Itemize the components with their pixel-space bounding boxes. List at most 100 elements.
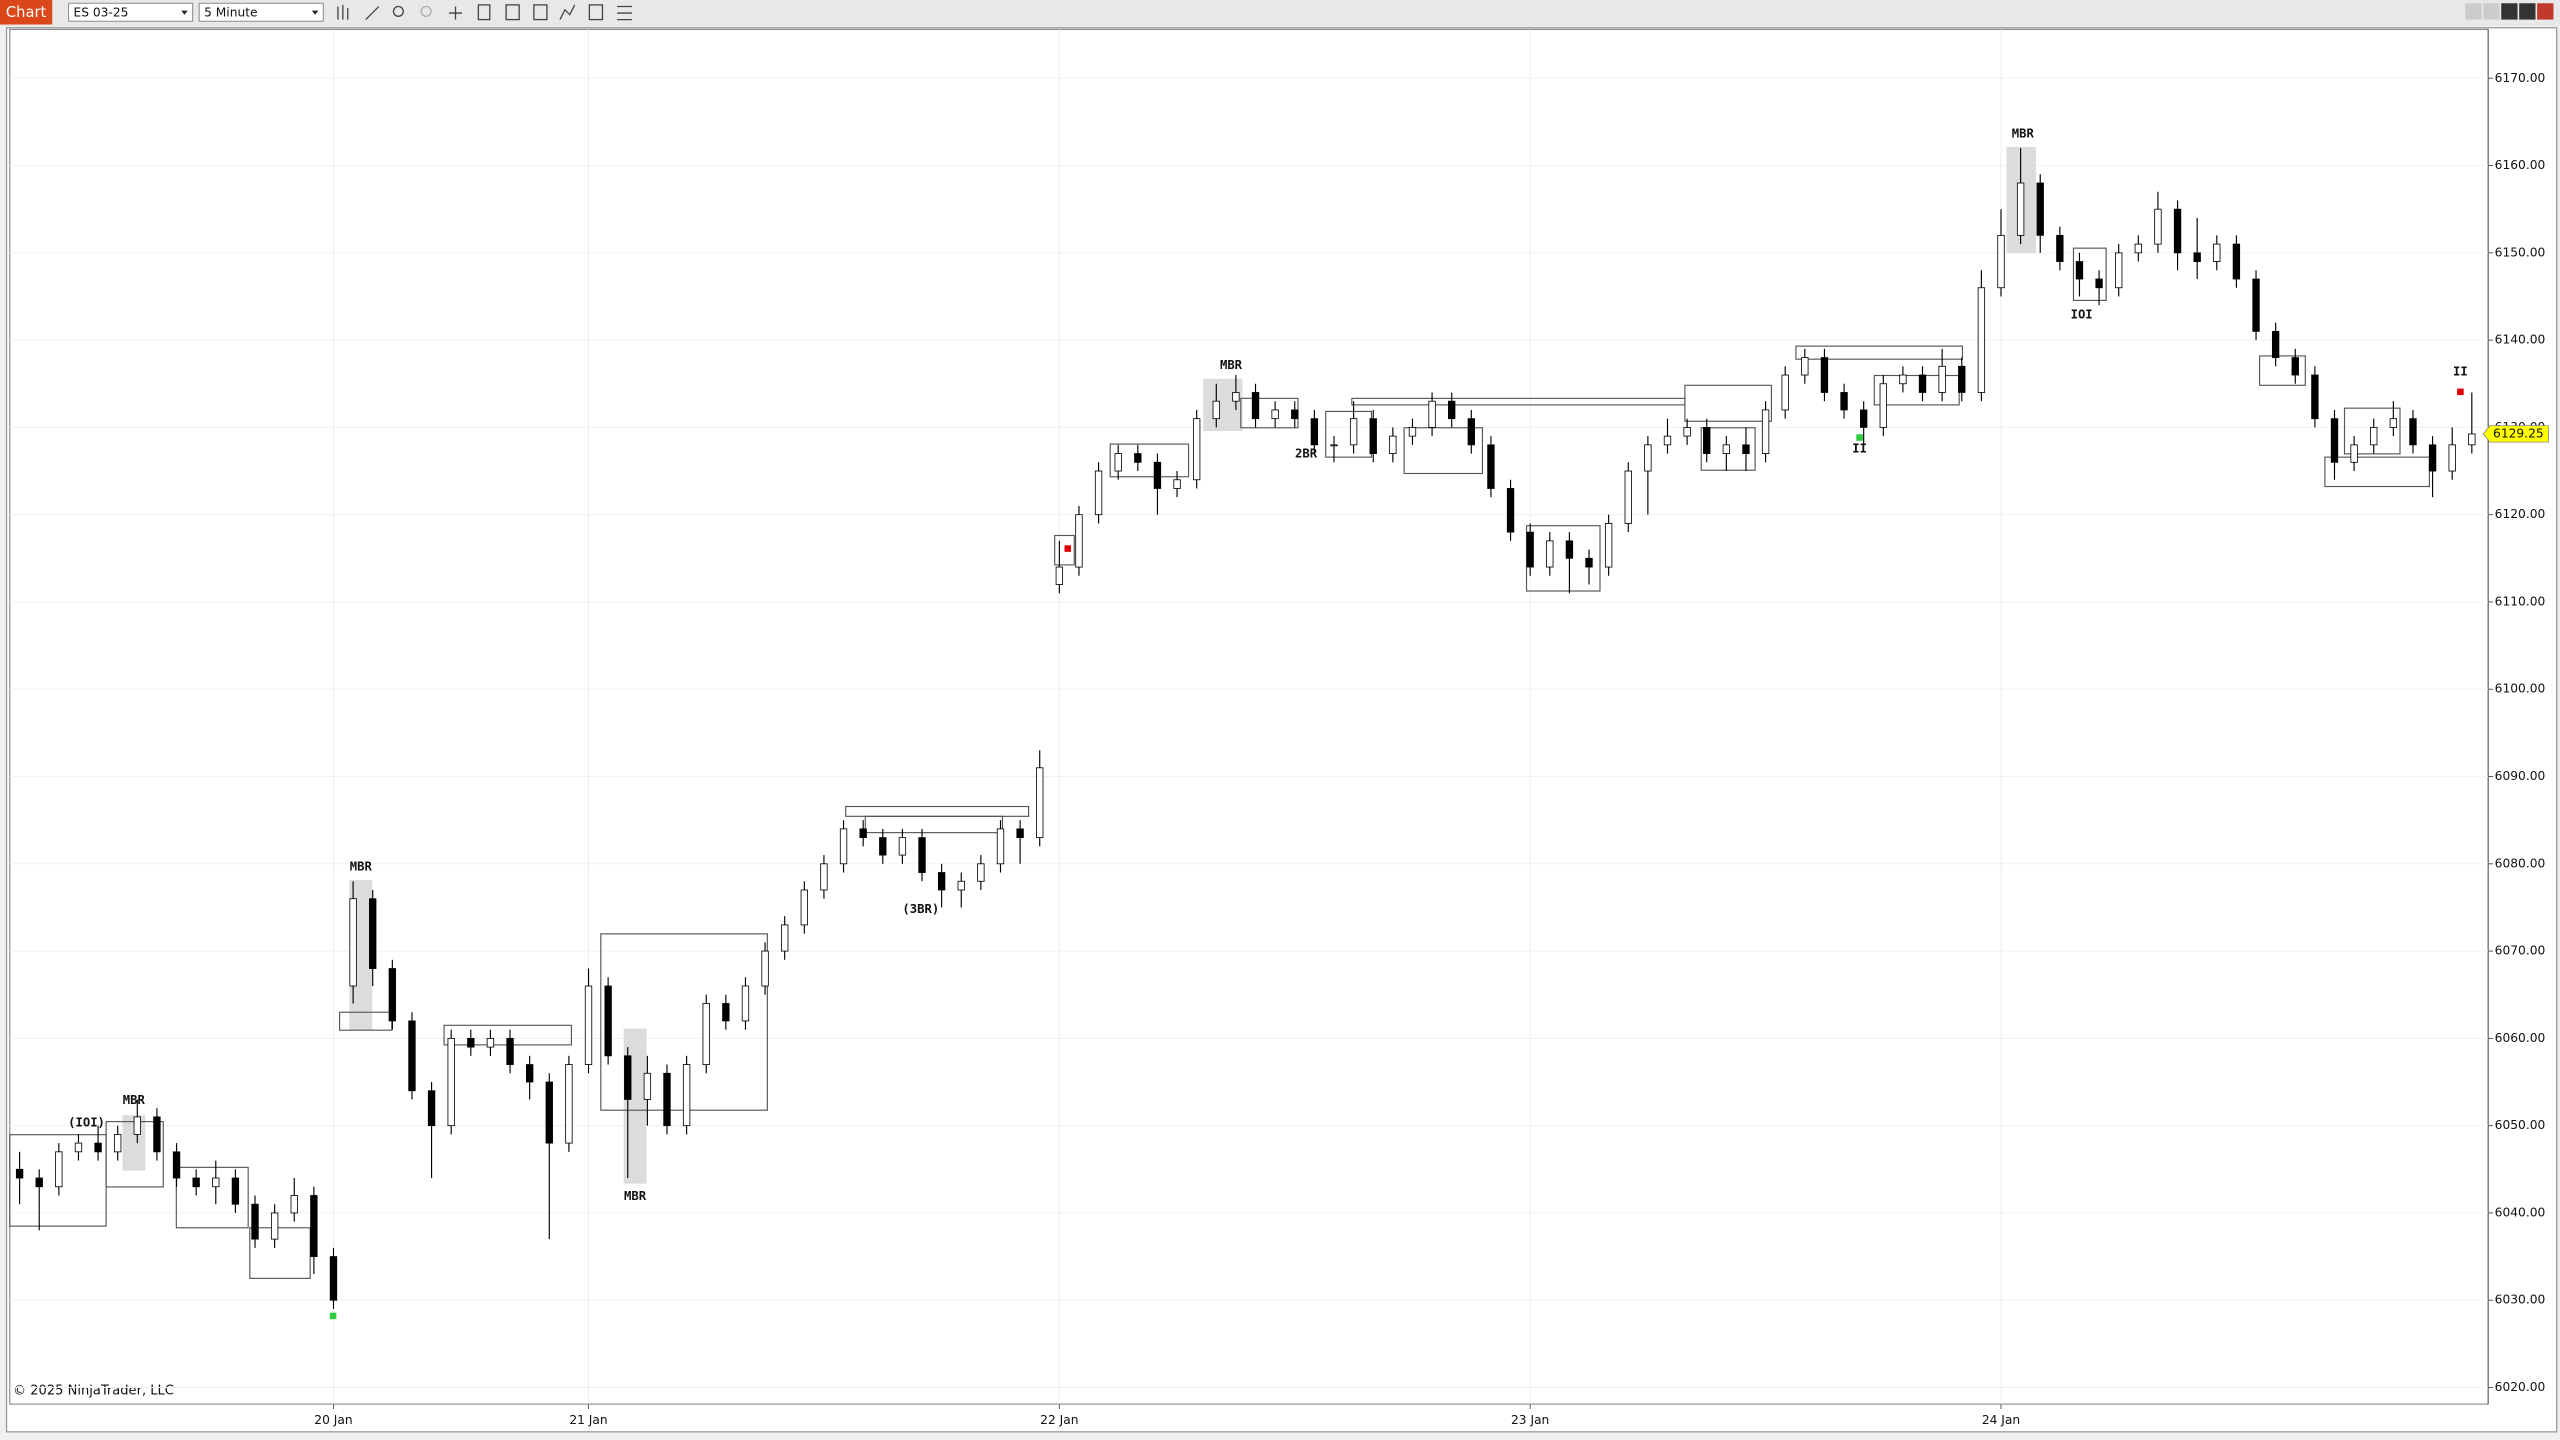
candle-body — [506, 1037, 514, 1065]
candle-body — [1801, 357, 1809, 376]
candle-body — [1094, 470, 1103, 516]
candle-body — [1703, 426, 1711, 454]
pattern-shade — [1203, 378, 1243, 432]
candle-body — [1212, 400, 1220, 420]
candle-body — [1192, 418, 1201, 481]
candle-body — [2291, 357, 2299, 376]
candle-body — [1232, 392, 1240, 402]
candle-body — [1742, 444, 1750, 454]
candle-body — [957, 880, 965, 891]
candle-body — [2448, 444, 2456, 472]
zoom-out-icon[interactable] — [420, 5, 432, 17]
candle-body — [1251, 392, 1260, 420]
candle-body — [1585, 557, 1593, 568]
zoom-in-icon[interactable] — [392, 5, 404, 17]
candle-body — [781, 924, 789, 952]
candle-body — [94, 1142, 102, 1153]
candle-body — [643, 1072, 652, 1100]
candle-body — [1349, 418, 1358, 446]
candle-body — [212, 1177, 220, 1188]
candle-body — [2428, 444, 2437, 472]
range-box — [2343, 407, 2401, 455]
window-button[interactable] — [2465, 3, 2482, 20]
range-box — [864, 815, 1004, 834]
candle-body — [1977, 287, 1986, 393]
window-button[interactable] — [2483, 3, 2500, 20]
y-tick-label: 6170.00 — [2495, 71, 2546, 85]
maximize-button[interactable] — [2519, 3, 2536, 20]
instrument-label[interactable]: ES 03-25 — [73, 6, 128, 20]
draw-icon[interactable] — [365, 6, 380, 21]
candle-body — [1918, 374, 1927, 393]
candle-body — [251, 1203, 259, 1240]
candle-body — [15, 1168, 24, 1179]
crosshair-icon[interactable] — [448, 6, 463, 20]
range-box — [2072, 247, 2107, 301]
annotation: MBR — [1220, 358, 1243, 372]
y-tick-label: 6020.00 — [2495, 1380, 2546, 1394]
candle-body — [565, 1064, 573, 1144]
chart-button-label[interactable]: Chart — [6, 4, 47, 21]
candle-body — [839, 828, 848, 865]
chart-button[interactable] — [0, 0, 53, 25]
minimize-button[interactable] — [2501, 3, 2518, 20]
indicators-icon[interactable] — [559, 4, 576, 20]
x-tick-label: 23 Jan — [1511, 1413, 1549, 1427]
candle-body — [2252, 278, 2260, 332]
y-tick-label: 6160.00 — [2495, 158, 2546, 172]
candle-body — [1663, 435, 1672, 446]
y-tick-label: 6050.00 — [2495, 1118, 2546, 1132]
candle-body — [1428, 400, 1436, 428]
y-tick-label: 6110.00 — [2495, 594, 2546, 608]
candle-body — [369, 898, 377, 969]
candle-body — [1722, 444, 1731, 454]
candle-body — [290, 1195, 298, 1214]
candle-body — [1604, 522, 1613, 568]
candle-body — [1624, 470, 1632, 524]
signal-marker — [329, 1312, 337, 1320]
y-tick-label: 6140.00 — [2495, 333, 2546, 347]
candle-body — [2115, 252, 2123, 289]
screenshot-icon[interactable] — [533, 4, 548, 21]
range-box — [1795, 345, 1964, 360]
candle-body — [2095, 278, 2103, 289]
plot-area — [9, 28, 2489, 1405]
range-box — [1054, 534, 1075, 566]
candle-body — [1448, 400, 1456, 420]
candle-body — [1546, 540, 1554, 568]
candle-body — [682, 1064, 691, 1127]
list-icon[interactable] — [617, 5, 632, 21]
range-box — [1403, 427, 1484, 475]
candle-body — [270, 1212, 279, 1240]
y-tick-label: 6070.00 — [2495, 944, 2546, 958]
candle-body — [1683, 426, 1691, 437]
candle-body — [525, 1064, 534, 1083]
candle-body — [1781, 374, 1789, 411]
candle-body — [408, 1020, 416, 1092]
candle-body — [1330, 444, 1338, 447]
candle-body — [1467, 418, 1475, 446]
dropdown-arrow — [311, 10, 319, 15]
bars-icon[interactable] — [337, 4, 349, 20]
annotation: II — [1852, 441, 1867, 455]
annotation: (IOI) — [68, 1116, 105, 1130]
strategies-icon[interactable] — [588, 4, 604, 21]
interval-label[interactable]: 5 Minute — [204, 6, 257, 20]
template-icon[interactable] — [505, 4, 520, 21]
candle-body — [2232, 243, 2241, 280]
candle-body — [1389, 435, 1397, 454]
range-box — [1700, 427, 1756, 471]
properties-icon[interactable] — [477, 4, 491, 21]
close-button[interactable] — [2537, 3, 2554, 20]
candle-body — [427, 1090, 436, 1127]
candle-body — [1016, 828, 1024, 839]
candle-body — [1506, 488, 1515, 533]
candle-body — [879, 837, 887, 856]
candle-body — [486, 1037, 495, 1048]
candle-body — [1408, 426, 1417, 437]
instrument-select[interactable] — [68, 2, 194, 22]
candle-body — [1860, 409, 1868, 428]
candle-body — [2311, 374, 2319, 420]
interval-select[interactable] — [198, 2, 324, 22]
candle-body — [1938, 365, 1946, 393]
